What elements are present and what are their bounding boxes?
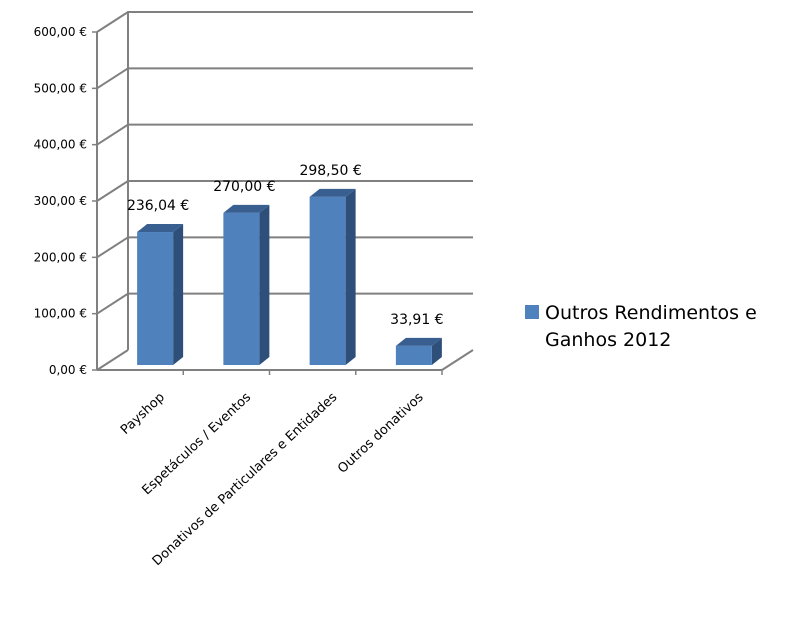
y-tick-label: 100,00 € [34,307,87,321]
gridline [96,11,473,33]
bar [395,337,442,365]
gridline [96,123,473,146]
y-tick-label: 300,00 € [34,194,87,208]
bar-top [309,188,356,197]
bar-side [259,204,270,365]
bar-top [395,337,442,346]
bar-top [223,204,270,213]
bar-front [395,345,432,365]
gridline [96,180,473,202]
bar-side [431,337,442,365]
y-axis: 0,00 € 100,00 € 200,00 € 300,00 € 400,00 € 50… [34,25,97,377]
bar [137,224,184,365]
bar [223,204,270,365]
y-tick-label: 200,00 € [34,250,87,264]
bar-side [345,188,356,365]
bar-front [137,232,174,365]
gridline [96,236,473,259]
bar-side [173,224,184,365]
y-tick-label: 0,00 € [49,363,87,377]
data-label: 270,00 € [213,179,275,195]
bar [309,188,356,365]
legend: Outros Rendimentos e Ganhos 2012 [525,300,792,354]
y-tick-label: 600,00 € [34,25,87,39]
legend-label: Outros Rendimentos e Ganhos 2012 [545,302,757,351]
floor-left-edge [96,349,129,371]
legend-swatch [525,305,539,319]
x-category-label: Payshop [118,390,168,438]
floor-right-edge [441,349,474,371]
x-category-label: Donativos de Particulares e Entidades [150,390,341,569]
bar-front [223,212,260,365]
gridlines [96,11,473,315]
data-label: 33,91 € [390,312,443,328]
y-tick-label: 400,00 € [34,138,87,152]
bar-front [309,196,346,365]
data-label: 298,50 € [299,163,361,179]
x-category-label: Outros donativos [335,390,427,477]
gridline [96,67,473,90]
data-label: 236,04 € [127,198,189,214]
data-labels: 236,04 € 270,00 € 298,50 € 33,91 € [127,163,444,328]
bar-top [137,224,184,233]
y-tick-label: 500,00 € [34,81,87,95]
bars [137,188,442,365]
gridline [96,292,473,315]
